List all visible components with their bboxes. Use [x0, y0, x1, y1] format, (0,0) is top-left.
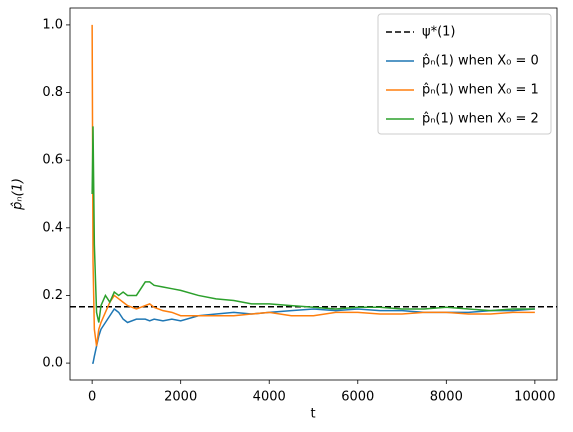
legend-label: p̂ₙ(1) when X₀ = 0 [422, 54, 539, 69]
series-line [91, 126, 535, 323]
legend-label: p̂ₙ(1) when X₀ = 1 [422, 83, 539, 98]
plot-frame [69, 7, 558, 381]
series-line [91, 24, 535, 347]
y-tick-label: 0.4 [42, 220, 63, 235]
y-tick-label: 1.0 [42, 17, 63, 32]
x-tick-label: 8000 [430, 390, 463, 405]
legend-label: p̂ₙ(1) when X₀ = 2 [422, 112, 539, 127]
series-line [92, 307, 535, 364]
legend-box [377, 13, 552, 135]
legend-label: ψ*(1) [422, 25, 456, 40]
y-tick-label: 0.6 [42, 153, 63, 168]
x-tick-label: 4000 [253, 390, 286, 405]
x-tick-label: 6000 [341, 390, 374, 405]
x-axis-label: t [310, 407, 315, 422]
y-tick-label: 0.8 [42, 85, 63, 100]
x-tick-label: 2000 [164, 390, 197, 405]
y-axis-label: p̂ₙ(1) [11, 178, 26, 211]
x-tick-label: 0 [88, 390, 96, 405]
y-tick-label: 0.0 [42, 356, 63, 371]
x-tick-label: 10000 [514, 390, 555, 405]
y-tick-label: 0.2 [42, 288, 63, 303]
